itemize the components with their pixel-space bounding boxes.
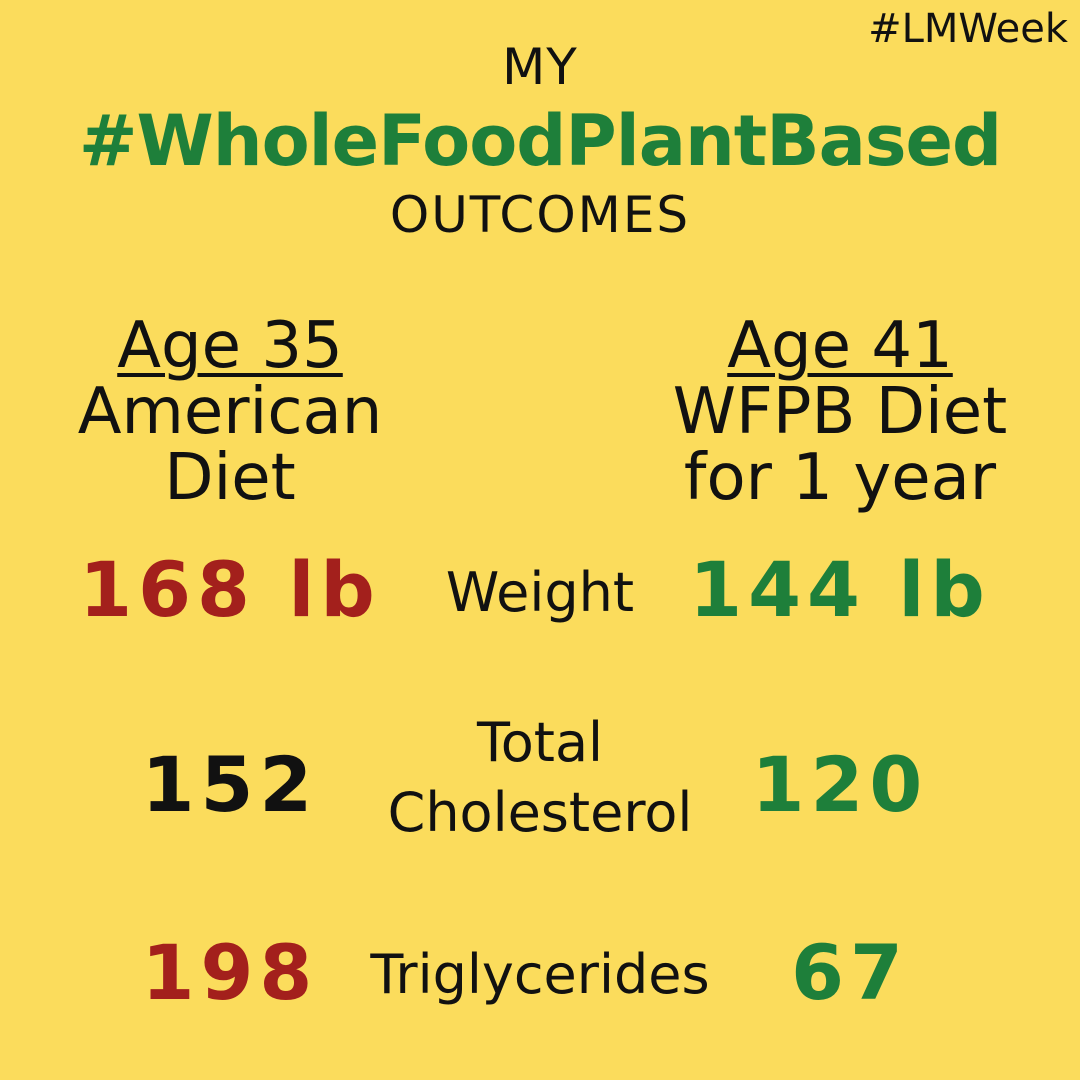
age-after: Age 41 [727, 309, 953, 383]
diet-after-line2: for 1 year [683, 441, 997, 515]
column-header-before: Age 35 American Diet [30, 313, 430, 511]
cholesterol-before-value: 152 [141, 740, 319, 829]
hashtag-lmweek: #LMWeek [868, 6, 1068, 52]
weight-before-value: 168 lb [79, 545, 381, 634]
cholesterol-label-line2: Cholesterol [387, 781, 693, 844]
diet-after-line1: WFPB Diet [672, 375, 1008, 449]
weight-after-value: 144 lb [689, 545, 991, 634]
weight-label: Weight [445, 561, 635, 624]
title-my: MY [502, 38, 578, 96]
diet-before-line2: Diet [164, 441, 296, 515]
title-outcomes: OUTCOMES [389, 186, 691, 244]
age-before: Age 35 [117, 309, 343, 383]
cholesterol-label-line1: Total [476, 711, 604, 774]
title-wholefoodplantbased: #WholeFoodPlantBased [78, 100, 1002, 182]
cholesterol-after-value: 120 [751, 740, 929, 829]
diet-before-line1: American [77, 375, 383, 449]
triglycerides-after-value: 67 [791, 928, 909, 1017]
triglycerides-before-value: 198 [141, 928, 319, 1017]
column-header-after: Age 41 WFPB Diet for 1 year [640, 313, 1040, 511]
cholesterol-label: Total Cholesterol [340, 708, 740, 848]
triglycerides-label: Triglycerides [370, 943, 710, 1006]
